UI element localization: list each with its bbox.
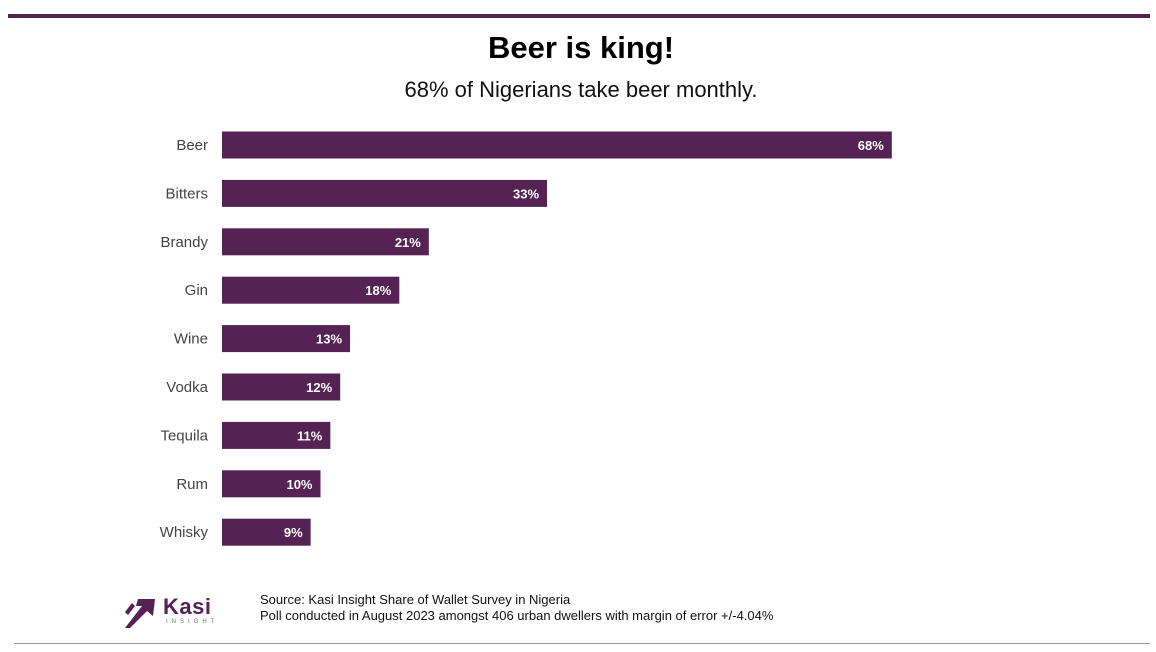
source-line: Source: Kasi Insight Share of Wallet Sur… (260, 592, 571, 607)
value-label-rum: 10% (286, 477, 312, 492)
value-label-bitters: 33% (513, 186, 539, 201)
bar-bitters (222, 179, 548, 207)
value-label-vodka: 12% (306, 380, 332, 395)
bar-chart: Beer 68% Bitters 33% Brandy 21% Gin 18% Wine 13% V… (160, 131, 892, 546)
value-label-tequila: 11% (297, 428, 323, 443)
bar-rum (222, 470, 321, 498)
source-note: Source: Kasi Insight Share of Wallet Sur… (260, 592, 773, 624)
top-rule (8, 14, 1150, 18)
value-label-whisky: 9% (284, 525, 303, 540)
bar-wine (222, 325, 351, 353)
kasi-logo-mark-icon (125, 599, 155, 628)
value-label-wine: 13% (316, 332, 342, 347)
kasi-logo: Kasi INSIGHT (122, 592, 232, 632)
bar-gin (222, 276, 400, 304)
category-label-tequila: Tequila (160, 427, 208, 444)
bar-tequila (222, 421, 331, 449)
category-label-brandy: Brandy (160, 234, 208, 251)
poll-note-line: Poll conducted in August 2023 amongst 40… (260, 608, 774, 623)
category-label-wine: Wine (174, 331, 208, 348)
category-label-rum: Rum (176, 476, 208, 493)
category-label-vodka: Vodka (166, 379, 208, 396)
chart-subtitle: 68% of Nigerians take beer monthly. (404, 77, 758, 102)
bar-beer (222, 131, 892, 159)
category-label-gin: Gin (185, 282, 208, 299)
value-label-beer: 68% (858, 138, 884, 153)
bar-whisky (222, 518, 311, 546)
category-label-bitters: Bitters (165, 185, 208, 202)
bar-brandy (222, 228, 429, 256)
value-label-brandy: 21% (395, 235, 421, 250)
bottom-rule (14, 643, 1150, 644)
bar-vodka (222, 373, 341, 401)
category-label-beer: Beer (176, 137, 208, 154)
logo-subtext: INSIGHT (166, 619, 219, 625)
value-label-gin: 18% (365, 283, 391, 298)
category-label-whisky: Whisky (160, 524, 209, 541)
chart-title: Beer is king! (487, 30, 675, 65)
logo-name: Kasi (163, 594, 212, 619)
